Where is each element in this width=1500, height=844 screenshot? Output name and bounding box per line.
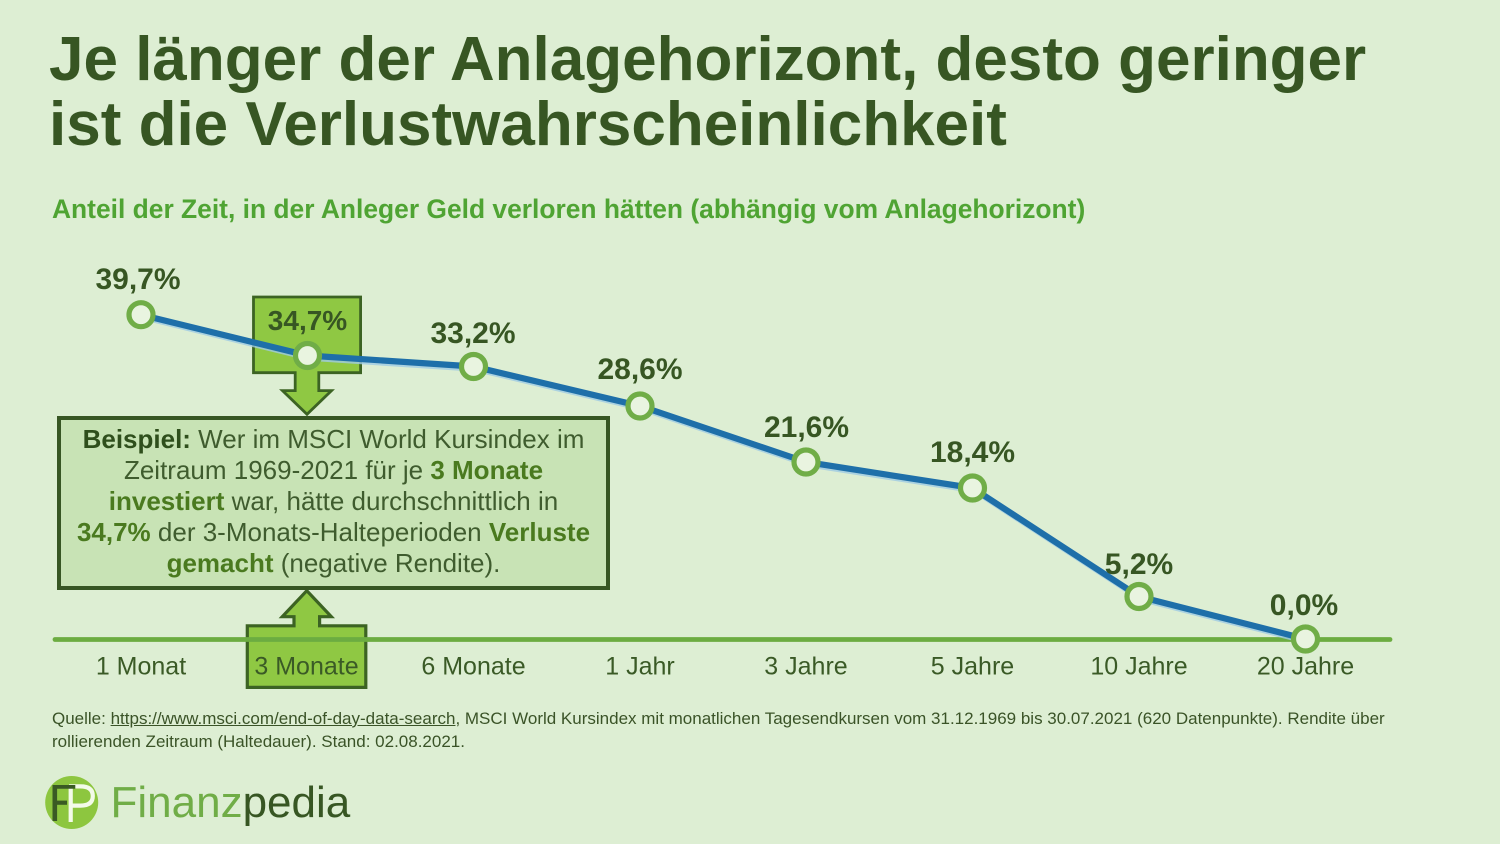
svg-text:18,4%: 18,4% bbox=[930, 436, 1015, 469]
svg-text:Finanzpedia: Finanzpedia bbox=[111, 778, 351, 827]
svg-text:3 Monate: 3 Monate bbox=[254, 653, 358, 681]
svg-text:39,7%: 39,7% bbox=[95, 263, 180, 296]
svg-text:34,7%: 34,7% bbox=[268, 305, 347, 336]
svg-text:5,2%: 5,2% bbox=[1105, 548, 1173, 581]
svg-text:3 Jahre: 3 Jahre bbox=[764, 653, 847, 681]
svg-text:21,6%: 21,6% bbox=[764, 411, 849, 444]
svg-text:20 Jahre: 20 Jahre bbox=[1257, 653, 1354, 681]
svg-text:1 Jahr: 1 Jahr bbox=[605, 653, 674, 681]
svg-text:1 Monat: 1 Monat bbox=[96, 653, 186, 681]
svg-text:33,2%: 33,2% bbox=[430, 317, 515, 350]
svg-text:5 Jahre: 5 Jahre bbox=[931, 653, 1014, 681]
svg-text:6 Monate: 6 Monate bbox=[421, 653, 525, 681]
svg-text:0,0%: 0,0% bbox=[1270, 589, 1338, 622]
svg-text:10 Jahre: 10 Jahre bbox=[1090, 653, 1187, 681]
svg-text:28,6%: 28,6% bbox=[597, 353, 682, 386]
